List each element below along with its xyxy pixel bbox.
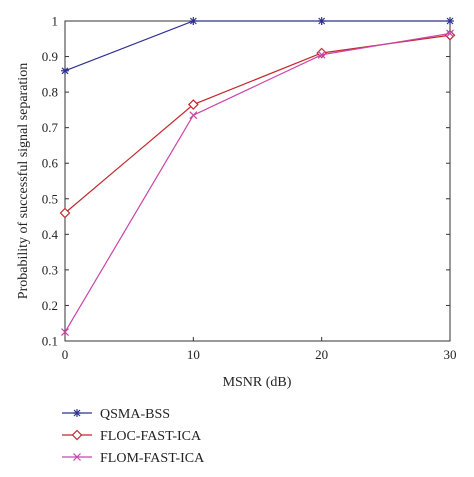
- legend-marker: [71, 429, 83, 441]
- x-tick-label: 0: [62, 347, 69, 362]
- data-point: [59, 207, 71, 219]
- x-axis-label: MSNR (dB): [223, 375, 292, 390]
- y-tick-label: 0.6: [42, 156, 59, 171]
- series-group: [59, 17, 456, 337]
- data-point: [446, 29, 454, 38]
- x-tick-label: 20: [315, 347, 328, 362]
- plot-frame: [64, 20, 451, 342]
- legend-item: FLOC-FAST-ICA: [62, 429, 202, 444]
- y-tick-label: 0.1: [42, 334, 58, 349]
- data-point: [189, 111, 198, 120]
- legend-item: FLOM-FAST-ICA: [62, 451, 205, 466]
- data-point: [446, 17, 454, 25]
- legend-label: FLOM-FAST-ICA: [100, 451, 205, 466]
- data-point: [189, 17, 198, 25]
- y-tick-label: 0.3: [42, 262, 58, 277]
- tick-group: 0 10 20 30 0.1 0.2 0.3 0.4 0.5 0.6 0.7 0.8 0.9 1: [42, 14, 457, 363]
- y-tick-label: 0.5: [42, 191, 58, 206]
- y-tick-label: 1: [52, 14, 59, 29]
- legend-label: QSMA-BSS: [100, 407, 170, 422]
- y-tick-label: 0.8: [42, 85, 58, 100]
- y-tick-label: 0.4: [42, 227, 59, 242]
- data-point: [187, 99, 199, 110]
- legend-item: QSMA-BSS: [62, 407, 170, 422]
- x-tick-label: 10: [187, 347, 200, 362]
- series-line-1: [64, 34, 451, 214]
- legend-label: FLOC-FAST-ICA: [100, 429, 202, 444]
- series-line-2: [64, 32, 451, 333]
- data-point: [317, 50, 326, 59]
- y-tick-label: 0.9: [42, 49, 58, 64]
- data-point: [444, 29, 456, 41]
- y-tick-label: 0.2: [42, 298, 58, 313]
- y-axis-label: Probability of successful signal separat…: [16, 63, 31, 299]
- data-point: [61, 328, 69, 337]
- series-line-0: [64, 20, 450, 72]
- x-tick-label: 30: [444, 347, 457, 362]
- data-point: [61, 66, 69, 75]
- legend-marker: [73, 409, 81, 417]
- legend-marker: [73, 453, 81, 461]
- y-tick-label: 0.7: [42, 120, 59, 135]
- legend: QSMA-BSS FLOC-FAST-ICA FLOM-FAST-ICA: [62, 407, 205, 466]
- data-point: [317, 17, 326, 25]
